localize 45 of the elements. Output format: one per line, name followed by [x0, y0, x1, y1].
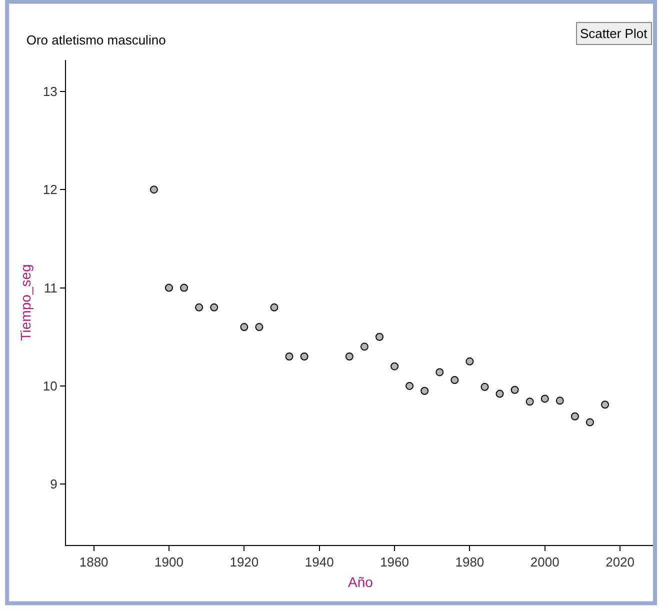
point — [285, 352, 294, 360]
y-tick-label: 13 — [42, 84, 58, 99]
point — [601, 400, 610, 409]
x-tick-label: 1960 — [380, 554, 409, 570]
point — [150, 186, 158, 194]
point — [255, 323, 264, 332]
x-tick-label: 1920 — [230, 554, 259, 570]
point — [345, 352, 354, 360]
point — [556, 396, 564, 405]
y-tick-label: 11 — [44, 280, 58, 296]
y-tick-label: 12 — [42, 182, 58, 198]
y-tick-label: 9 — [50, 476, 58, 492]
point — [480, 382, 489, 391]
point — [586, 418, 594, 426]
point — [195, 303, 204, 312]
point — [164, 284, 173, 292]
y-axis-title: Tiempo_seg — [18, 264, 34, 341]
point — [406, 382, 414, 390]
point — [390, 362, 399, 370]
point — [466, 357, 474, 366]
point — [180, 284, 188, 292]
x-tick-label: 1880 — [79, 554, 108, 570]
x-tick-label: 1900 — [154, 554, 184, 570]
y-tick-label: 10 — [42, 378, 58, 394]
point — [450, 376, 459, 384]
point — [360, 342, 368, 351]
point — [540, 394, 549, 403]
chart-title: Oro atletismo masculino — [26, 32, 166, 48]
x-axis-title: Año — [348, 574, 374, 590]
x-tick-label: 2020 — [606, 554, 634, 570]
point — [570, 412, 579, 420]
point — [210, 303, 218, 312]
point — [300, 352, 308, 360]
point — [240, 323, 248, 332]
point — [496, 390, 504, 398]
point — [510, 386, 519, 394]
x-tick-label: 1940 — [304, 554, 334, 570]
x-tick-label: 1980 — [455, 554, 484, 570]
text: Scatter Plot — [580, 26, 648, 41]
point — [526, 398, 534, 406]
x-tick-label: 2000 — [530, 554, 560, 570]
point — [436, 368, 444, 376]
point — [420, 386, 429, 395]
point — [375, 332, 384, 341]
point — [270, 303, 278, 312]
